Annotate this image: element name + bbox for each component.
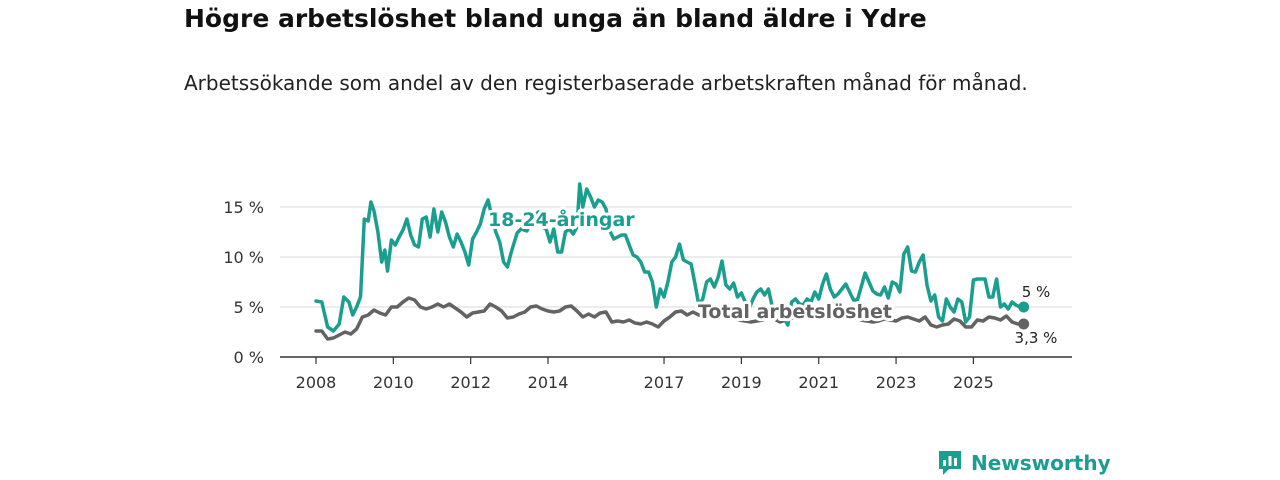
x-tick-label: 2025 (953, 373, 994, 392)
x-tick-label: 2021 (798, 373, 839, 392)
series-line (314, 182, 1026, 333)
brand-name: Newsworthy (971, 451, 1111, 475)
x-tick-label: 2023 (876, 373, 917, 392)
y-tick-label: 5 % (234, 298, 264, 317)
y-tick-label: 10 % (223, 248, 264, 267)
series-end-label: 3,3 % (1015, 329, 1058, 347)
newsworthy-logo[interactable]: Newsworthy (937, 449, 1111, 477)
x-tick-label: 2008 (296, 373, 337, 392)
series-end-label: 5 % (1022, 283, 1051, 301)
series-end-point (1018, 318, 1030, 330)
chart-title: Högre arbetslöshet bland unga än bland ä… (184, 4, 927, 33)
series-name-label: 18-24-åringar (488, 207, 635, 231)
series-layer (314, 182, 1030, 341)
bar-chart-icon (939, 451, 961, 475)
y-tick-label: 0 % (234, 348, 264, 367)
series-end-point (1018, 301, 1030, 313)
series-name-label: Total arbetslöshet (698, 301, 892, 323)
axis-layer: 0 % 5 % 10 % 15 % 2008 2010 2012 2014 2017 2019 20… (223, 198, 1072, 392)
chart-subtitle: Arbetssökande som andel av den registerb… (184, 71, 1028, 95)
x-tick-label: 2017 (644, 373, 685, 392)
x-tick-label: 2014 (528, 373, 569, 392)
series-line (314, 296, 1026, 341)
x-tick-label: 2019 (721, 373, 762, 392)
y-tick-label: 15 % (223, 198, 264, 217)
label-layer: 18-24-åringar Total arbetslöshet 5 % 3,3 % (485, 204, 1059, 349)
x-tick-label: 2012 (450, 373, 491, 392)
x-tick-label: 2010 (373, 373, 414, 392)
